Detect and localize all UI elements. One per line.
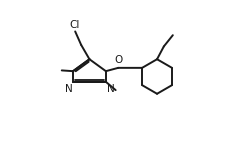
Text: N: N <box>64 84 72 94</box>
Text: N: N <box>107 84 114 94</box>
Text: O: O <box>114 55 123 65</box>
Text: Cl: Cl <box>69 20 80 30</box>
